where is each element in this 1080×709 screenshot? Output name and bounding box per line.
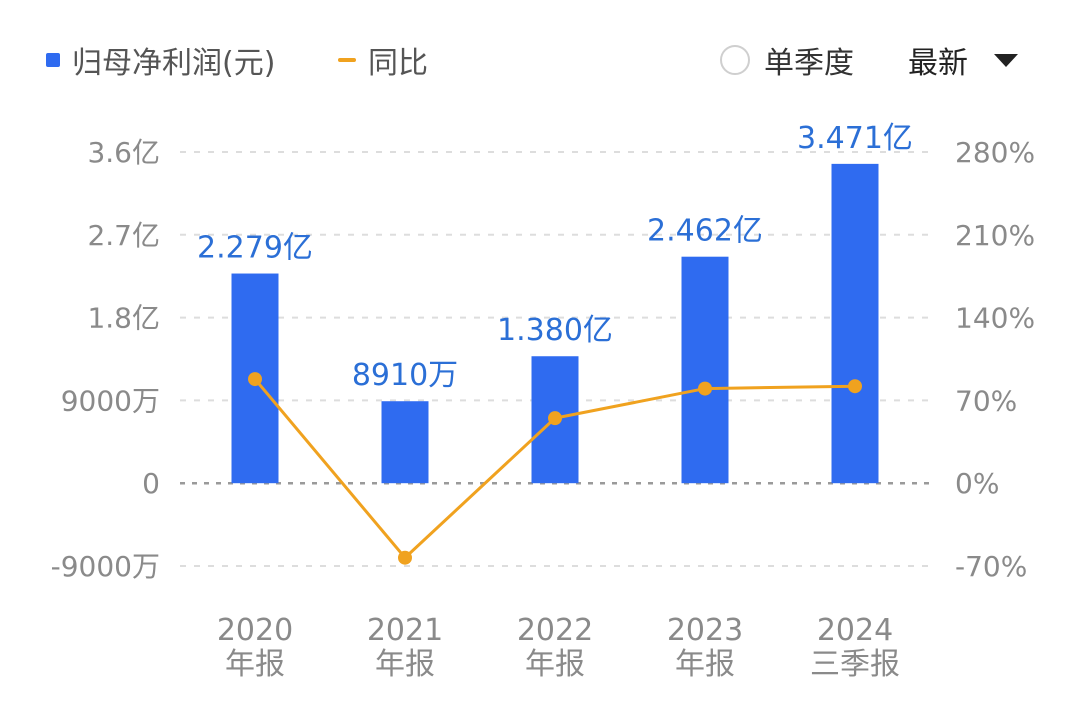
data-labels: 2.279亿 8910万 1.380亿 2.462亿 3.471亿 xyxy=(197,121,913,393)
left-tick-label: 3.6亿 xyxy=(87,136,160,169)
x-tick-label-period: 年报 xyxy=(375,647,435,682)
right-axis: 280% 210% 140% 70% 0% -70% xyxy=(955,136,1035,583)
sort-dropdown-label: 最新 xyxy=(908,46,968,81)
bar-data-label: 2.279亿 xyxy=(197,231,313,266)
x-tick-label-year: 2022 xyxy=(517,613,593,648)
legend-label-yoy: 同比 xyxy=(368,46,428,81)
x-tick-label-period: 年报 xyxy=(525,647,585,682)
legend-swatch-bar xyxy=(46,53,60,67)
bar-data-label: 3.471亿 xyxy=(797,121,913,156)
x-tick-label-period: 年报 xyxy=(675,647,735,682)
yoy-point xyxy=(248,372,262,387)
right-tick-label: 140% xyxy=(955,302,1035,335)
radio-circle-icon[interactable] xyxy=(720,45,750,75)
x-tick-label-year: 2023 xyxy=(667,613,743,648)
bar xyxy=(681,256,729,484)
right-tick-label: 210% xyxy=(955,219,1035,252)
left-tick-label: 2.7亿 xyxy=(87,219,160,252)
x-tick-label-year: 2020 xyxy=(217,613,293,648)
x-tick-label-period: 年报 xyxy=(225,647,285,682)
single-quarter-label: 单季度 xyxy=(764,46,854,81)
right-tick-label: 280% xyxy=(955,136,1035,169)
bar xyxy=(831,163,879,484)
grid-lines xyxy=(180,151,930,567)
bar xyxy=(381,401,429,484)
single-quarter-toggle[interactable]: 单季度 xyxy=(720,38,854,82)
right-tick-label: 70% xyxy=(955,384,1017,417)
bar-data-label: 1.380亿 xyxy=(497,313,613,348)
yoy-point xyxy=(548,411,562,426)
left-tick-label: 0 xyxy=(142,467,160,500)
bar-data-label: 2.462亿 xyxy=(647,214,763,249)
x-tick-label-year: 2021 xyxy=(367,613,443,648)
yoy-point xyxy=(698,381,712,396)
legend-item-net-profit[interactable]: 归母净利润(元) xyxy=(46,38,275,82)
x-tick-label-year: 2024 xyxy=(817,613,893,648)
legend-item-yoy[interactable]: 同比 xyxy=(338,38,428,82)
caret-down-icon xyxy=(994,53,1018,67)
yoy-line xyxy=(248,372,862,565)
legend-label-net-profit: 归母净利润(元) xyxy=(72,46,276,81)
right-tick-label: 0% xyxy=(955,467,999,500)
yoy-point xyxy=(398,550,412,565)
left-tick-label: 1.8亿 xyxy=(87,302,160,335)
legend-swatch-line xyxy=(338,58,356,62)
bars xyxy=(231,163,879,484)
yoy-point xyxy=(848,379,862,394)
sort-dropdown[interactable]: 最新 xyxy=(908,38,1018,82)
x-tick-label-period: 三季报 xyxy=(810,647,900,682)
left-tick-label: -9000万 xyxy=(51,550,160,583)
chart-header: 归母净利润(元) 同比 单季度 最新 xyxy=(0,0,1080,110)
left-tick-label: 9000万 xyxy=(61,384,160,417)
left-axis: 3.6亿 2.7亿 1.8亿 9000万 0 -9000万 xyxy=(51,136,160,583)
bar-data-label: 8910万 xyxy=(352,358,458,393)
right-tick-label: -70% xyxy=(955,550,1027,583)
